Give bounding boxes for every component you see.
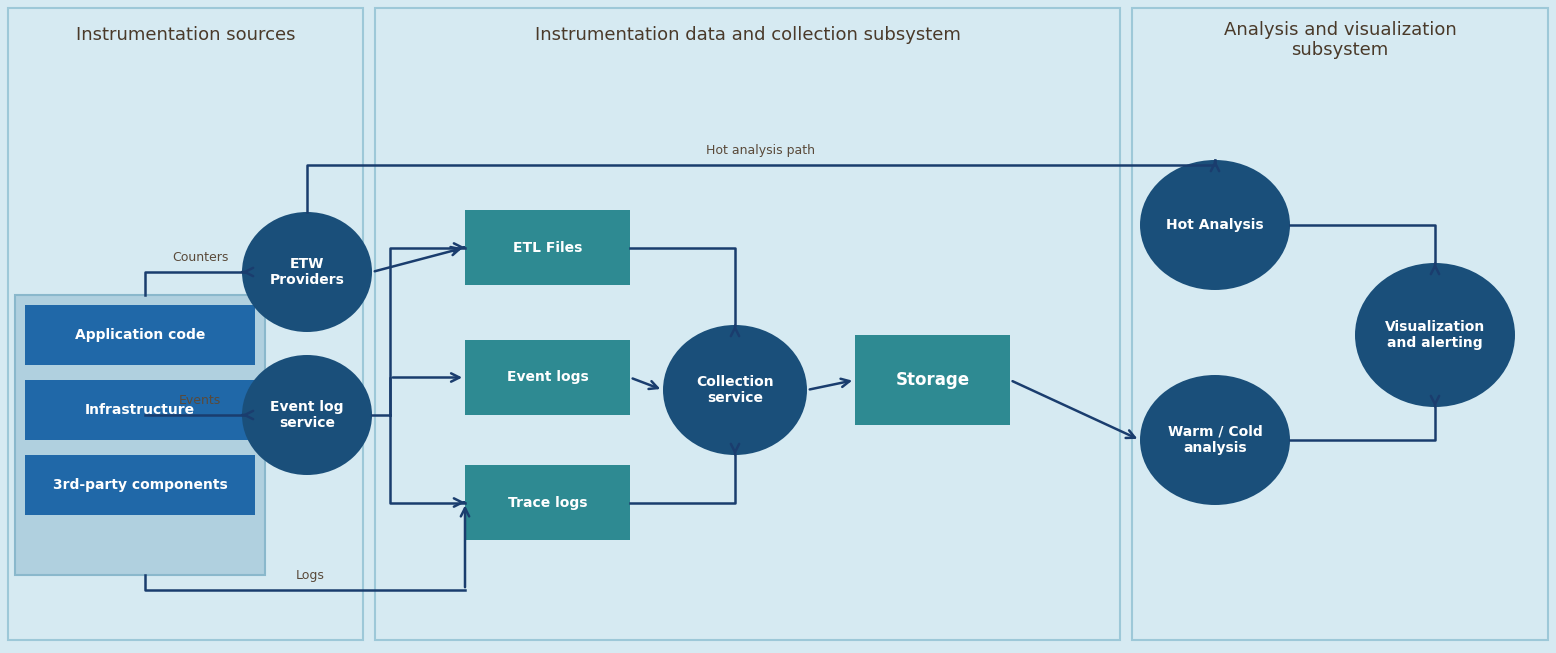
FancyBboxPatch shape [465, 210, 630, 285]
FancyBboxPatch shape [8, 8, 363, 640]
FancyBboxPatch shape [25, 455, 255, 515]
Text: Warm / Cold
analysis: Warm / Cold analysis [1167, 425, 1262, 455]
FancyBboxPatch shape [465, 465, 630, 540]
FancyBboxPatch shape [465, 340, 630, 415]
Text: Counters: Counters [171, 251, 229, 264]
Text: 3rd-party components: 3rd-party components [53, 478, 227, 492]
FancyBboxPatch shape [854, 335, 1010, 425]
Ellipse shape [663, 325, 808, 455]
FancyBboxPatch shape [375, 8, 1120, 640]
Text: ETL Files: ETL Files [513, 240, 582, 255]
Text: Event logs: Event logs [507, 370, 588, 385]
FancyBboxPatch shape [25, 305, 255, 365]
Text: Hot Analysis: Hot Analysis [1165, 218, 1263, 232]
Text: Analysis and visualization
subsystem: Analysis and visualization subsystem [1223, 21, 1456, 59]
FancyBboxPatch shape [16, 295, 265, 575]
Text: Collection
service: Collection service [696, 375, 773, 405]
Text: Storage: Storage [895, 371, 969, 389]
Text: Events: Events [179, 394, 221, 407]
Ellipse shape [243, 212, 372, 332]
Text: ETW
Providers: ETW Providers [269, 257, 344, 287]
Text: Trace logs: Trace logs [507, 496, 587, 509]
FancyBboxPatch shape [25, 380, 255, 440]
Text: Instrumentation sources: Instrumentation sources [76, 26, 296, 44]
Text: Event log
service: Event log service [271, 400, 344, 430]
Ellipse shape [1141, 160, 1290, 290]
Ellipse shape [1141, 375, 1290, 505]
Text: Application code: Application code [75, 328, 205, 342]
Text: Logs: Logs [296, 569, 325, 582]
Text: Infrastructure: Infrastructure [86, 403, 194, 417]
Text: Instrumentation data and collection subsystem: Instrumentation data and collection subs… [535, 26, 960, 44]
Text: Visualization
and alerting: Visualization and alerting [1385, 320, 1484, 350]
Ellipse shape [1355, 263, 1516, 407]
FancyBboxPatch shape [1133, 8, 1548, 640]
Ellipse shape [243, 355, 372, 475]
Text: Hot analysis path: Hot analysis path [706, 144, 815, 157]
